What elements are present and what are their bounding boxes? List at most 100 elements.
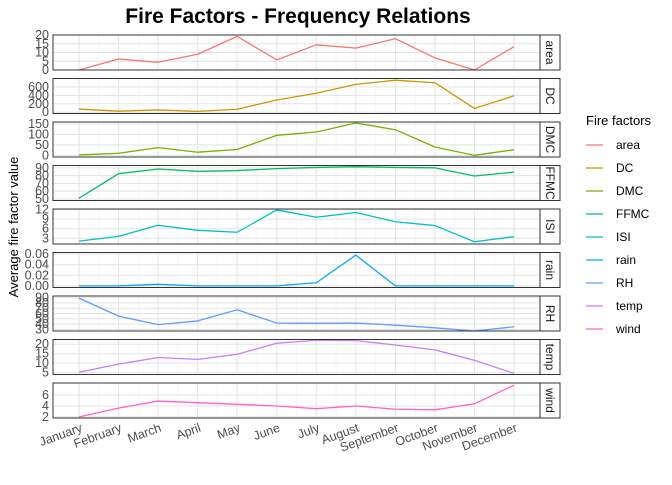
y-tick-label: 3	[42, 231, 49, 245]
legend-item-FFMC: FFMC	[586, 207, 650, 221]
facet-strip	[539, 252, 561, 288]
y-tick-label: 15	[35, 347, 49, 361]
legend-label: DC	[616, 161, 634, 175]
y-tick-label: 50	[35, 192, 49, 206]
y-tick-label: 0	[42, 63, 49, 77]
legend-item-DC: DC	[586, 161, 634, 175]
series-line-RH	[78, 297, 515, 332]
legend-item-temp: temp	[586, 299, 643, 313]
facet-strip-label: RH	[543, 305, 557, 322]
y-tick-label: 90	[35, 291, 49, 305]
legend-label: area	[616, 138, 640, 152]
facet-strip	[539, 121, 561, 158]
legend-label: wind	[615, 322, 641, 336]
series-line-FFMC	[78, 166, 515, 199]
facet-strip	[539, 208, 561, 245]
y-tick-label: 50	[35, 312, 49, 326]
facet-panels: 05101520area0200400600DC050100150DMC5060…	[25, 28, 561, 424]
series-line-temp	[78, 339, 515, 374]
legend-item-DMC: DMC	[586, 184, 644, 198]
y-tick-label: 30	[35, 322, 49, 336]
y-tick-label: 600	[28, 80, 49, 94]
chart-title: Fire Factors - Frequency Relations	[125, 5, 470, 28]
legend-item-RH: RH	[586, 276, 633, 290]
facet-strip-label: DMC	[543, 126, 557, 154]
series-line-rain	[79, 254, 514, 287]
legend-item-wind: wind	[586, 322, 641, 336]
y-tick-label: 6	[42, 222, 49, 236]
facet-strip-label: DC	[543, 87, 557, 105]
y-tick-label: 12	[35, 203, 49, 217]
y-tick-label: 200	[28, 97, 49, 111]
facet-strip	[539, 382, 561, 419]
y-tick-label: 70	[35, 301, 49, 315]
y-tick-label: 60	[35, 307, 49, 321]
series-line-DC	[78, 79, 515, 113]
y-tick-label: 50	[35, 138, 49, 152]
facet-strip	[539, 34, 561, 71]
legend-label: DMC	[616, 184, 644, 198]
y-tick-label: 5	[42, 54, 49, 68]
legend: area DC DMC FFMC ISI rain RH temp wind	[586, 138, 650, 336]
facet-panel-wind: 246 wind	[42, 382, 561, 424]
legend-title: Fire factors	[586, 113, 652, 128]
y-tick-label: 10	[35, 46, 49, 60]
series-line-ISI	[78, 209, 515, 243]
facet-strip-label: FFMC	[543, 166, 557, 200]
y-tick-label: 0.04	[25, 258, 49, 272]
legend-item-rain: rain	[586, 253, 636, 267]
series-line-DMC	[78, 122, 515, 156]
series-line-wind	[78, 384, 515, 418]
y-tick-label: 0.06	[25, 247, 49, 261]
y-tick-label: 9	[42, 212, 49, 226]
facet-strip-label: area	[543, 40, 557, 64]
facet-strip-label: rain	[543, 260, 557, 280]
facet-strip	[539, 295, 561, 332]
y-tick-label: 4	[42, 399, 49, 413]
series-line-area	[78, 35, 515, 71]
y-axis-label: Average fire factor value	[6, 157, 21, 298]
y-tick-label: 6	[42, 388, 49, 402]
legend-item-ISI: ISI	[586, 230, 631, 244]
y-tick-label: 60	[35, 184, 49, 198]
y-tick-label: 10	[35, 356, 49, 370]
y-tick-label: 15	[35, 37, 49, 51]
y-tick-label: 5	[42, 366, 49, 380]
legend-label: ISI	[616, 230, 631, 244]
facet-strip-label: wind	[543, 387, 557, 413]
facet-strip	[539, 339, 561, 375]
facet-strip	[539, 165, 561, 201]
y-tick-label: 0	[42, 105, 49, 119]
y-tick-label: 70	[35, 176, 49, 190]
y-tick-label: 90	[35, 161, 49, 175]
legend-item-area: area	[586, 138, 640, 152]
facet-strip	[539, 78, 561, 114]
y-tick-label: 2	[42, 410, 49, 424]
facet-strip-label: ISI	[543, 219, 557, 234]
legend-label: temp	[616, 299, 643, 313]
y-tick-label: 150	[28, 117, 49, 131]
y-tick-label: 100	[28, 128, 49, 142]
y-tick-label: 400	[28, 88, 49, 102]
y-tick-label: 40	[35, 317, 49, 331]
y-tick-label: 80	[35, 169, 49, 183]
y-tick-label: 20	[35, 28, 49, 42]
y-tick-label: 0	[42, 148, 49, 162]
legend-label: rain	[616, 253, 636, 267]
y-tick-label: 80	[35, 296, 49, 310]
facet-strip-label: temp	[543, 344, 557, 371]
y-tick-label: 0.00	[25, 279, 49, 293]
facet-panel-rain: 0.000.020.040.06 rain	[25, 247, 561, 293]
legend-label: RH	[616, 276, 633, 290]
y-tick-label: 20	[35, 337, 49, 351]
legend-label: FFMC	[616, 207, 650, 221]
